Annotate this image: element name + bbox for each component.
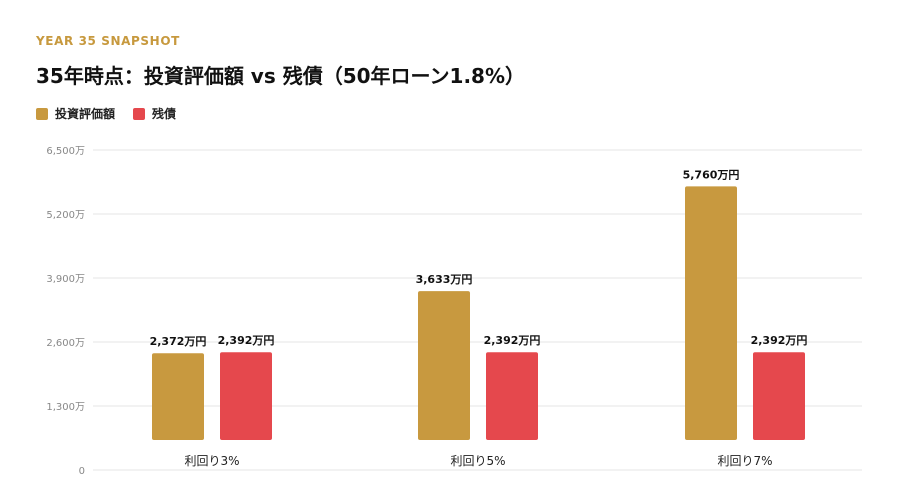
y-tick-label-4: 5,200万 — [46, 210, 85, 221]
bar-investment-1 — [418, 291, 470, 440]
legend-item-investment: 投資評価額 — [36, 105, 115, 122]
y-tick-label-0: 0 — [79, 466, 85, 477]
data-label-investment-1: 3,633万円 — [416, 273, 473, 286]
chart-title: 35年時点：投資評価額 vs 残債（50年ローン1.8%） — [36, 64, 525, 88]
bar-investment-0 — [152, 353, 204, 440]
data-label-debt-2: 2,392万円 — [751, 334, 808, 347]
y-tick-label-5: 6,500万 — [46, 146, 85, 157]
bar-debt-1 — [486, 352, 538, 440]
x-tick-label-0: 利回り3% — [184, 454, 239, 468]
data-label-investment-2: 5,760万円 — [683, 168, 740, 181]
legend-label-debt: 残債 — [152, 107, 177, 121]
y-tick-label-1: 1,300万 — [46, 402, 85, 413]
y-tick-label-2: 2,600万 — [46, 338, 85, 349]
chart-eyebrow: YEAR 35 SNAPSHOT — [36, 34, 180, 48]
legend-swatch-debt — [133, 107, 146, 120]
chart-legend: 投資評価額 残債 — [36, 105, 176, 122]
legend-item-debt: 残債 — [133, 105, 176, 122]
data-label-debt-1: 2,392万円 — [484, 334, 541, 347]
bar-investment-2 — [685, 186, 737, 440]
x-tick-label-2: 利回り7% — [717, 454, 772, 468]
bar-debt-2 — [753, 352, 805, 440]
data-label-investment-0: 2,372万円 — [150, 335, 207, 348]
bar-debt-0 — [220, 352, 272, 440]
x-tick-label-1: 利回り5% — [450, 454, 505, 468]
legend-label-investment: 投資評価額 — [55, 107, 116, 121]
data-label-debt-0: 2,392万円 — [218, 334, 275, 347]
y-tick-label-3: 3,900万 — [46, 274, 85, 285]
legend-swatch-investment — [36, 107, 48, 120]
